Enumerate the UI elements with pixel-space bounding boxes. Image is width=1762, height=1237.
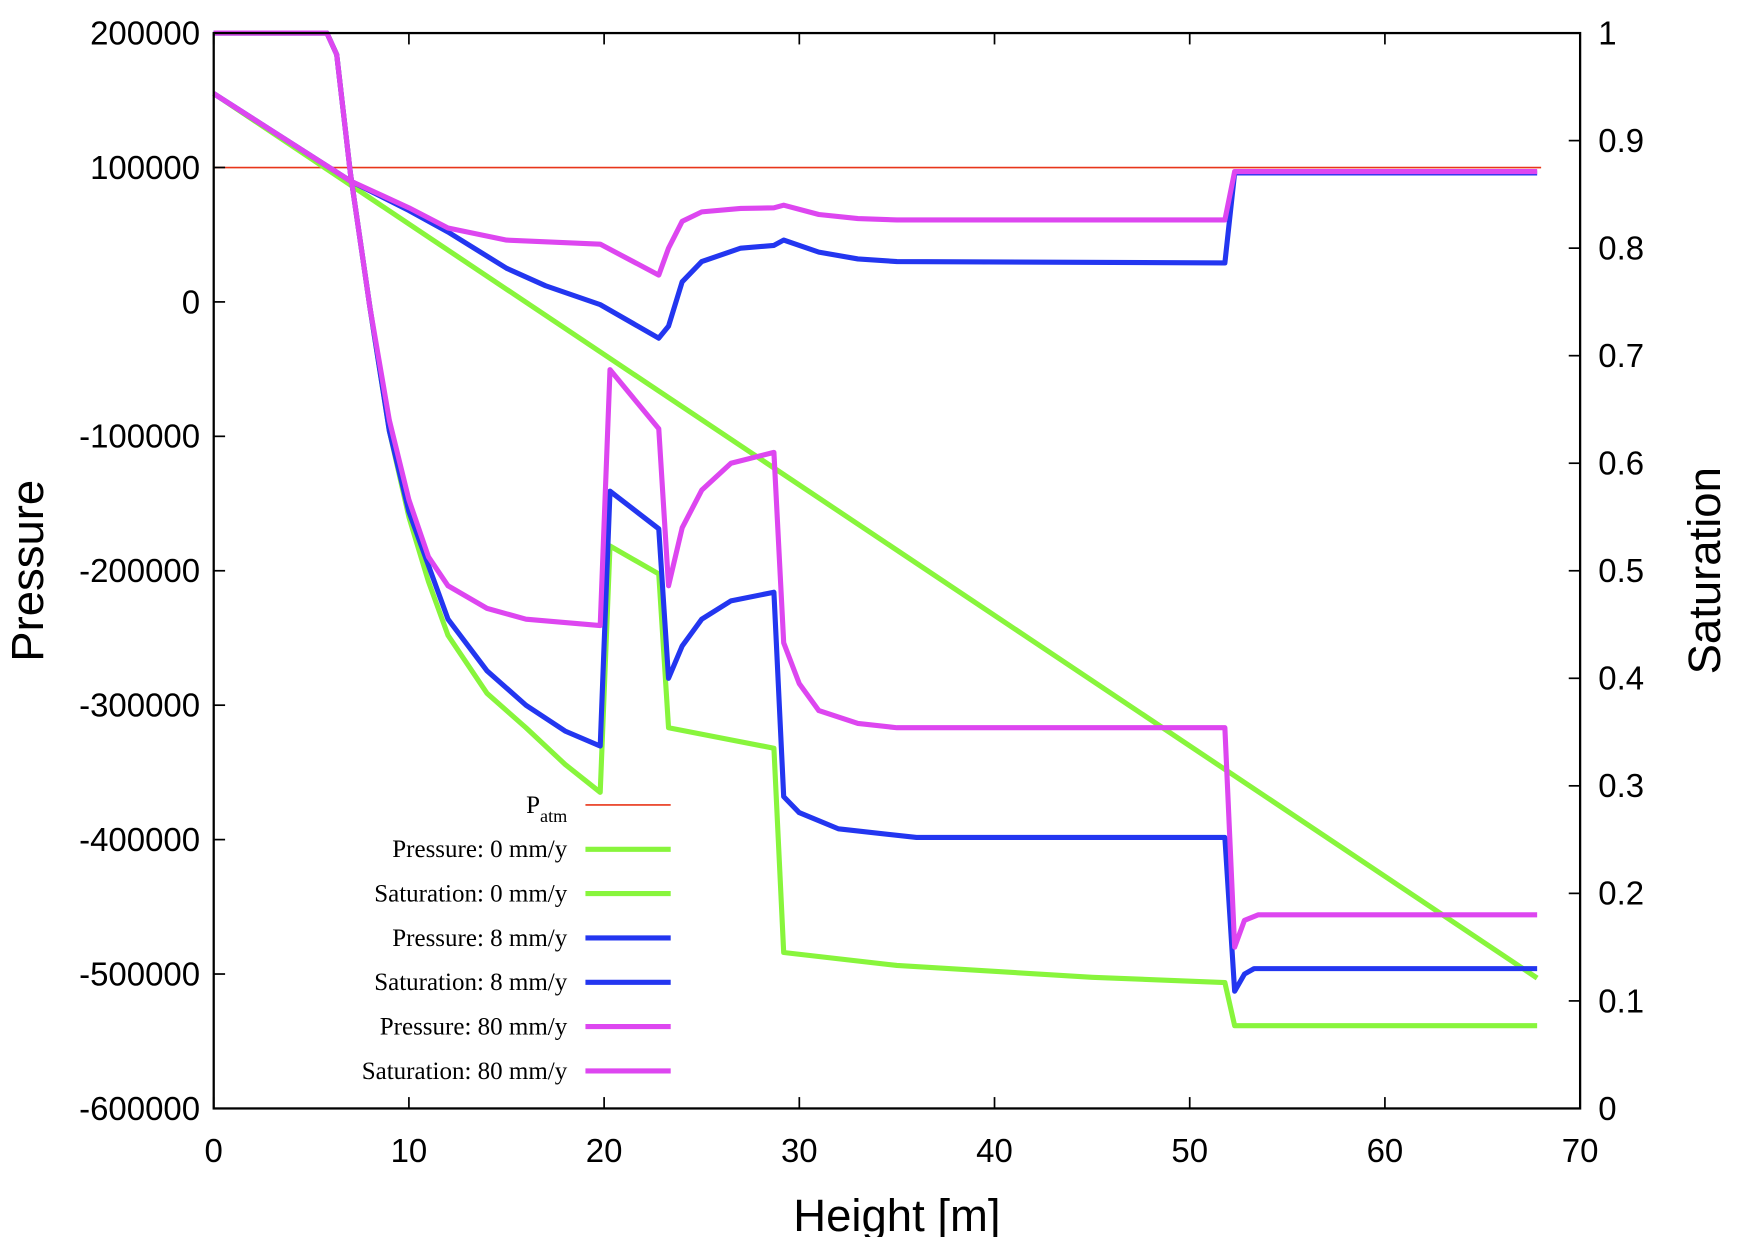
y2-tick-label: 0.7 xyxy=(1598,337,1644,374)
legend-label: Patm xyxy=(526,792,567,826)
y-axis-label: Pressure xyxy=(2,480,53,662)
y2-tick-label: 0.3 xyxy=(1598,767,1644,804)
x-tick-label: 60 xyxy=(1367,1132,1404,1169)
series-line-2 xyxy=(213,30,1538,1029)
legend-label: Saturation: 8 mm/y xyxy=(374,969,568,996)
y2-tick-label: 0.6 xyxy=(1598,445,1644,482)
x-tick-label: 50 xyxy=(1171,1132,1208,1169)
x-tick-label: 0 xyxy=(205,1132,223,1169)
y-tick-label: -400000 xyxy=(79,821,200,858)
y-tick-label: -200000 xyxy=(79,552,200,589)
legend-label: Pressure: 8 mm/y xyxy=(392,925,567,952)
y2-axis-label: Saturation xyxy=(1679,467,1730,674)
x-tick-label: 30 xyxy=(781,1132,818,1169)
y2-tick-label: 0.1 xyxy=(1598,982,1644,1019)
y-tick-label: 100000 xyxy=(90,149,200,186)
x-tick-label: 10 xyxy=(391,1132,428,1169)
x-tick-label: 40 xyxy=(976,1132,1013,1169)
legend-label: Saturation: 0 mm/y xyxy=(374,881,568,908)
y-tick-label: -300000 xyxy=(79,687,200,724)
y-tick-label: -100000 xyxy=(79,418,200,455)
y2-tick-label: 0.5 xyxy=(1598,552,1644,589)
x-axis-label: Height [m] xyxy=(793,1190,1000,1237)
y2-tick-label: 0.2 xyxy=(1598,875,1644,912)
series-line-3 xyxy=(212,91,1538,341)
y-tick-label: -500000 xyxy=(79,955,200,992)
y2-tick-label: 0.8 xyxy=(1598,230,1644,267)
y2-tick-label: 0.9 xyxy=(1598,122,1644,159)
y-tick-label: 0 xyxy=(182,283,200,320)
legend: Patm Pressure: 0 mm/y Saturation: 0 mm/y Pr… xyxy=(362,792,671,1085)
legend-label: Pressure: 0 mm/y xyxy=(392,836,567,863)
x-tick-label: 70 xyxy=(1562,1132,1599,1169)
legend-label-main: P xyxy=(526,792,540,819)
y-tick-label: -600000 xyxy=(79,1090,200,1127)
legend-label: Saturation: 80 mm/y xyxy=(362,1058,568,1085)
y2-tick-label: 1 xyxy=(1598,14,1616,51)
series-line-6 xyxy=(213,30,1538,950)
y-tick-label: 200000 xyxy=(90,14,200,51)
tick-layer: 0 10 20 30 40 50 60 70-600000-500000-400000-300… xyxy=(79,14,1644,1168)
x-tick-label: 20 xyxy=(586,1132,623,1169)
series-line-5 xyxy=(212,91,1538,278)
y2-tick-label: 0.4 xyxy=(1598,660,1644,697)
series-line-1 xyxy=(212,91,1539,981)
legend-label: Pressure: 80 mm/y xyxy=(380,1014,568,1041)
legend-label-sub: atm xyxy=(540,806,567,826)
y2-tick-label: 0 xyxy=(1598,1090,1616,1127)
series-layer xyxy=(212,30,1542,1029)
